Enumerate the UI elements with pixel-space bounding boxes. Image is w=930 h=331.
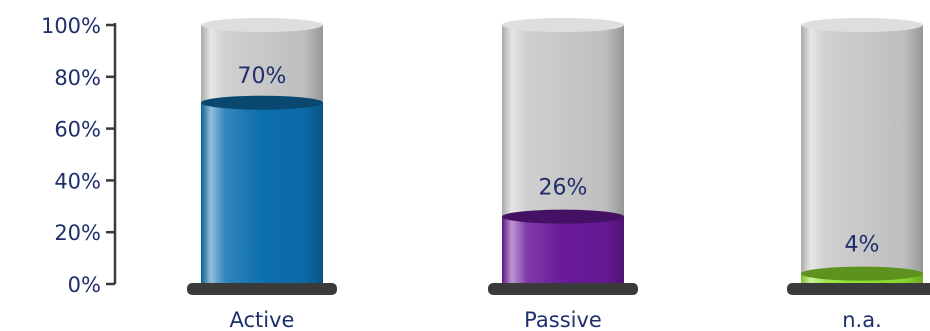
y-tick-label-20: 20% — [54, 221, 101, 245]
y-axis: 0% 20% 40% 60% 80% 100% — [41, 14, 117, 297]
bars — [187, 18, 930, 295]
data-label-n.a.: 4% — [845, 233, 880, 258]
base-plate-0 — [187, 283, 337, 295]
category-label-n.a.: n.a. — [842, 308, 882, 331]
data-label-Active: 70% — [238, 64, 287, 89]
base-plate-1 — [488, 283, 638, 295]
bar-top-Passive — [502, 209, 624, 224]
y-tick-label-100: 100% — [41, 14, 101, 38]
bar-top-Active — [201, 95, 323, 110]
data-label-Passive: 26% — [539, 176, 588, 201]
category-label-Active: Active — [230, 308, 295, 331]
cylinder-background-2 — [801, 25, 923, 284]
bar-top-n.a. — [801, 266, 923, 281]
labels: 70% Active 26% Passive 4% n.a. — [230, 64, 882, 331]
y-tick-label-40: 40% — [54, 169, 101, 193]
cylinder-background-top-2 — [801, 18, 923, 32]
base-plate-2 — [787, 283, 930, 295]
bar-Passive — [502, 216, 624, 284]
bar-Active — [201, 102, 323, 284]
y-tick-label-60: 60% — [54, 118, 101, 142]
cylinder-background-top-0 — [201, 18, 323, 32]
cylinder-background-top-1 — [502, 18, 624, 32]
y-tick-label-80: 80% — [54, 66, 101, 90]
y-tick-label-0: 0% — [68, 273, 101, 297]
category-label-Passive: Passive — [524, 308, 602, 331]
